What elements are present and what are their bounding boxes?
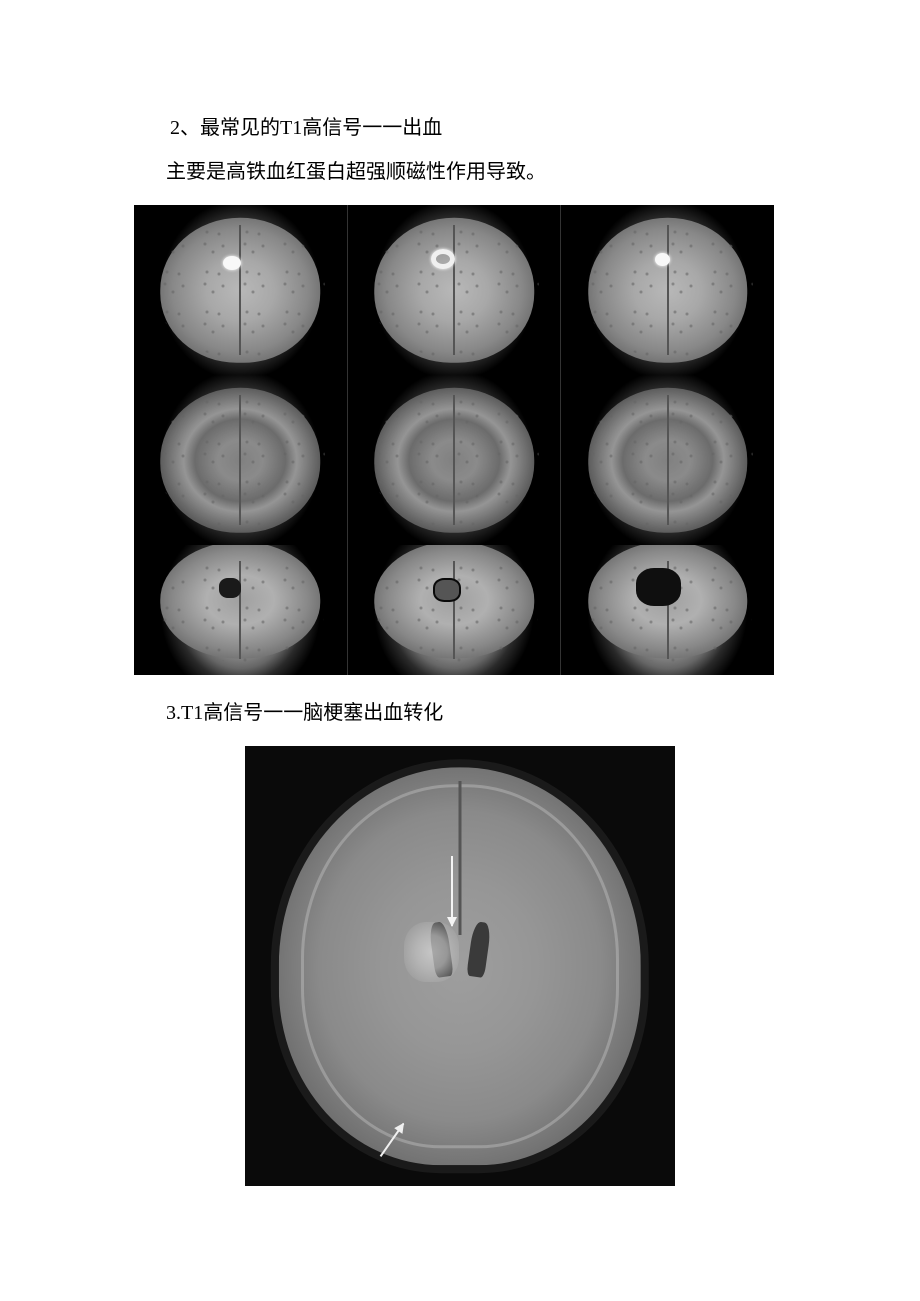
section-3-heading: 3.T1高信号一一脑梗塞出血转化 <box>130 695 790 731</box>
brain-scan-image <box>348 545 562 675</box>
brain-scan-image <box>348 205 562 375</box>
brain-scan-image <box>561 545 774 675</box>
scan-row-swi <box>134 545 774 675</box>
hemorrhage-region <box>404 922 459 982</box>
brain-scan-image <box>561 375 774 545</box>
brain-scan-large <box>245 746 675 1186</box>
section-2-heading: 2、最常见的T1高信号一一出血 <box>130 110 790 146</box>
brain-scan-image <box>134 545 348 675</box>
section-2-description: 主要是高铁血红蛋白超强顺磁性作用导致。 <box>130 154 790 190</box>
brain-scan-image <box>134 205 348 375</box>
scan-row-t1 <box>134 205 774 375</box>
brain-scan-image <box>348 375 562 545</box>
large-scan-container <box>130 746 790 1186</box>
scan-row-t2 <box>134 375 774 545</box>
brain-scan-image <box>134 375 348 545</box>
brain-scan-grid <box>134 205 774 675</box>
brain-scan-image <box>561 205 774 375</box>
annotation-arrow-icon <box>451 856 453 926</box>
brain-midline <box>459 781 462 935</box>
